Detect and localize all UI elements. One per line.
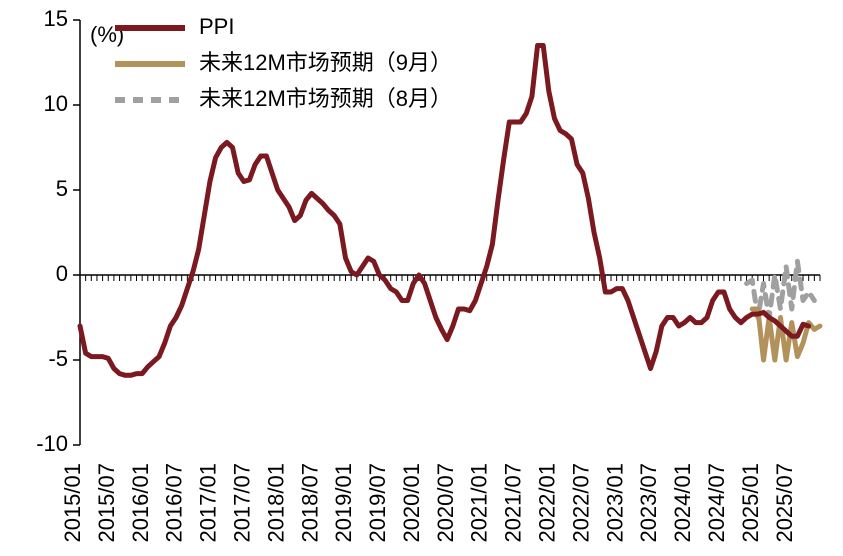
x-tick-label: 2023/07 bbox=[636, 463, 661, 543]
y-tick-label: 5 bbox=[56, 176, 68, 201]
x-tick-label: 2020/01 bbox=[399, 463, 424, 543]
x-tick-label: 2020/07 bbox=[433, 463, 458, 543]
x-tick-label: 2015/01 bbox=[60, 463, 85, 543]
y-tick-label: 15 bbox=[44, 6, 68, 31]
x-tick-label: 2016/01 bbox=[128, 463, 153, 543]
y-tick-label: 10 bbox=[44, 91, 68, 116]
x-tick-label: 2021/07 bbox=[501, 463, 526, 543]
x-tick-label: 2015/07 bbox=[94, 463, 119, 543]
legend-label-ppi: PPI bbox=[199, 14, 234, 39]
x-tick-label: 2016/07 bbox=[162, 463, 187, 543]
x-tick-label: 2018/01 bbox=[263, 463, 288, 543]
x-tick-label: 2022/01 bbox=[535, 463, 560, 543]
legend-label-sep: 未来12M市场预期（9月） bbox=[199, 50, 452, 75]
x-tick-label: 2022/07 bbox=[568, 463, 593, 543]
x-tick-label: 2017/01 bbox=[196, 463, 221, 543]
y-tick-label: -10 bbox=[36, 431, 68, 456]
x-tick-label: 2025/01 bbox=[738, 463, 763, 543]
x-tick-label: 2024/01 bbox=[670, 463, 695, 543]
y-tick-label: 0 bbox=[56, 261, 68, 286]
x-tick-label: 2017/07 bbox=[229, 463, 254, 543]
x-tick-label: 2024/07 bbox=[704, 463, 729, 543]
ppi-forecast-chart: -10-5051015(%)2015/012015/072016/012016/… bbox=[0, 0, 843, 551]
x-tick-label: 2023/01 bbox=[602, 463, 627, 543]
x-tick-label: 2025/07 bbox=[772, 463, 797, 543]
x-tick-label: 2019/01 bbox=[331, 463, 356, 543]
x-tick-label: 2018/07 bbox=[297, 463, 322, 543]
x-tick-label: 2019/07 bbox=[365, 463, 390, 543]
y-tick-label: -5 bbox=[48, 346, 68, 371]
x-tick-label: 2021/01 bbox=[467, 463, 492, 543]
legend-label-aug: 未来12M市场预期（8月） bbox=[199, 86, 452, 111]
